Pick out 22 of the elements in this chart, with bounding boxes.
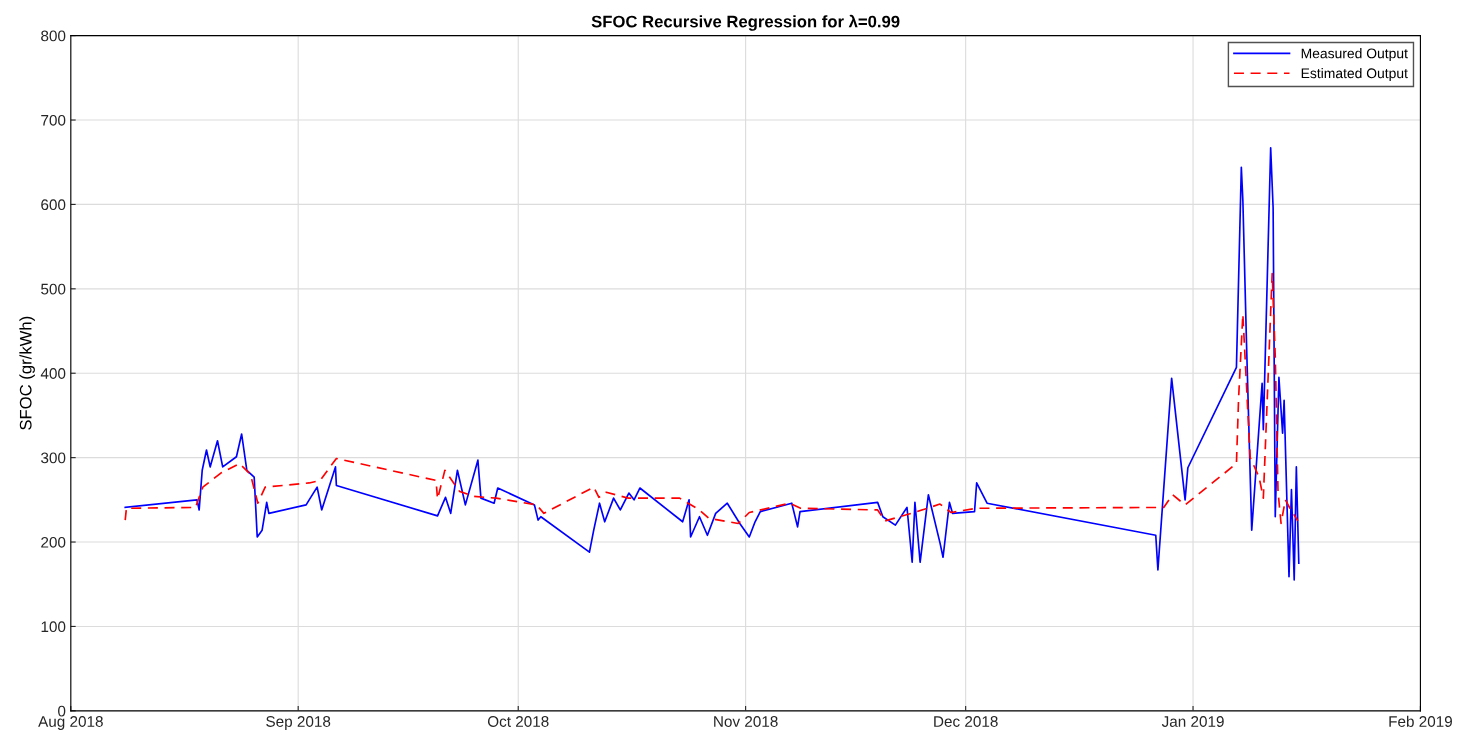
x-tick-label: Dec 2018 <box>934 716 998 727</box>
x-tick-label: Nov 2018 <box>714 716 778 727</box>
x-tick-label: Jan 2019 <box>1161 716 1224 727</box>
y-tick-label: 800 <box>41 30 66 42</box>
y-tick-label: 100 <box>41 621 66 633</box>
x-tick-label: Oct 2018 <box>487 716 549 727</box>
x-tick-label: Feb 2019 <box>1389 715 1452 727</box>
x-tick-label: Aug 2018 <box>38 716 103 730</box>
y-tick-label: 700 <box>41 114 66 126</box>
line-series <box>124 147 1300 581</box>
y-tick-label: 400 <box>40 368 66 379</box>
line-series <box>124 272 1299 525</box>
x-tick-label: Sep 2018 <box>266 716 331 730</box>
y-tick-label: 200 <box>41 536 66 548</box>
y-tick-label: 500 <box>41 283 66 295</box>
legend-label: Estimated Output <box>1301 68 1408 81</box>
y-tick-label: 600 <box>41 199 66 211</box>
y-axis-title: SFOC (gr/kWh) <box>19 316 35 430</box>
y-tick-label: 0 <box>58 705 66 717</box>
chart-title: SFOC Recursive Regression for λ=0.99 <box>591 14 900 31</box>
y-tick-label: 300 <box>41 452 66 464</box>
legend-label: Measured Output <box>1301 48 1408 62</box>
